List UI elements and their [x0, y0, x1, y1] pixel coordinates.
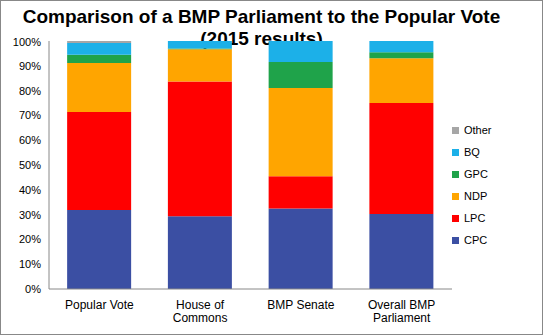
svg-text:0%: 0%	[25, 283, 41, 295]
svg-text:40%: 40%	[19, 184, 41, 196]
svg-text:BMP Senate: BMP Senate	[267, 298, 334, 312]
svg-text:10%: 10%	[19, 258, 41, 270]
svg-text:100%: 100%	[13, 36, 41, 48]
svg-text:80%: 80%	[19, 85, 41, 97]
svg-text:20%: 20%	[19, 233, 41, 245]
svg-text:30%: 30%	[19, 209, 41, 221]
svg-text:70%: 70%	[19, 109, 41, 121]
svg-text:Commons: Commons	[173, 311, 228, 325]
svg-text:50%: 50%	[19, 159, 41, 171]
svg-text:House of: House of	[176, 298, 225, 312]
svg-text:90%: 90%	[19, 60, 41, 72]
svg-text:Overall BMP: Overall BMP	[368, 298, 435, 312]
svg-text:Popular Vote: Popular Vote	[65, 298, 134, 312]
svg-text:60%: 60%	[19, 134, 41, 146]
svg-text:Parliament: Parliament	[373, 311, 431, 325]
